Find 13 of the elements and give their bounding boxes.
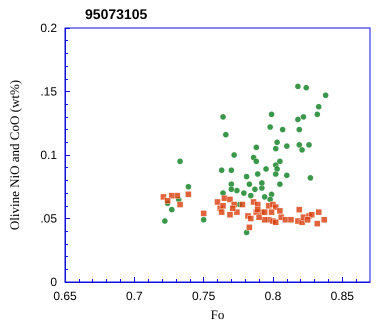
x-axis-title: Fo [210,307,224,322]
y-tick-label: 0.1 [40,148,58,162]
y-tick-label: 0.2 [40,21,58,35]
y-tick-label: 0 [50,275,58,289]
x-tick-label: 0.8 [264,289,282,303]
x-tick-label: 0.65 [53,289,77,303]
y-tick-label: .05 [40,212,58,226]
chart-title: 95073105 [85,6,148,22]
x-tick-label: 0.75 [192,289,216,303]
y-axis-title: Olivine NiO and CoO (wt%) [7,80,22,230]
y-tick-label: .15 [40,84,58,98]
x-tick-label: 0.7 [126,289,143,303]
x-tick-label: 0.85 [330,289,354,303]
